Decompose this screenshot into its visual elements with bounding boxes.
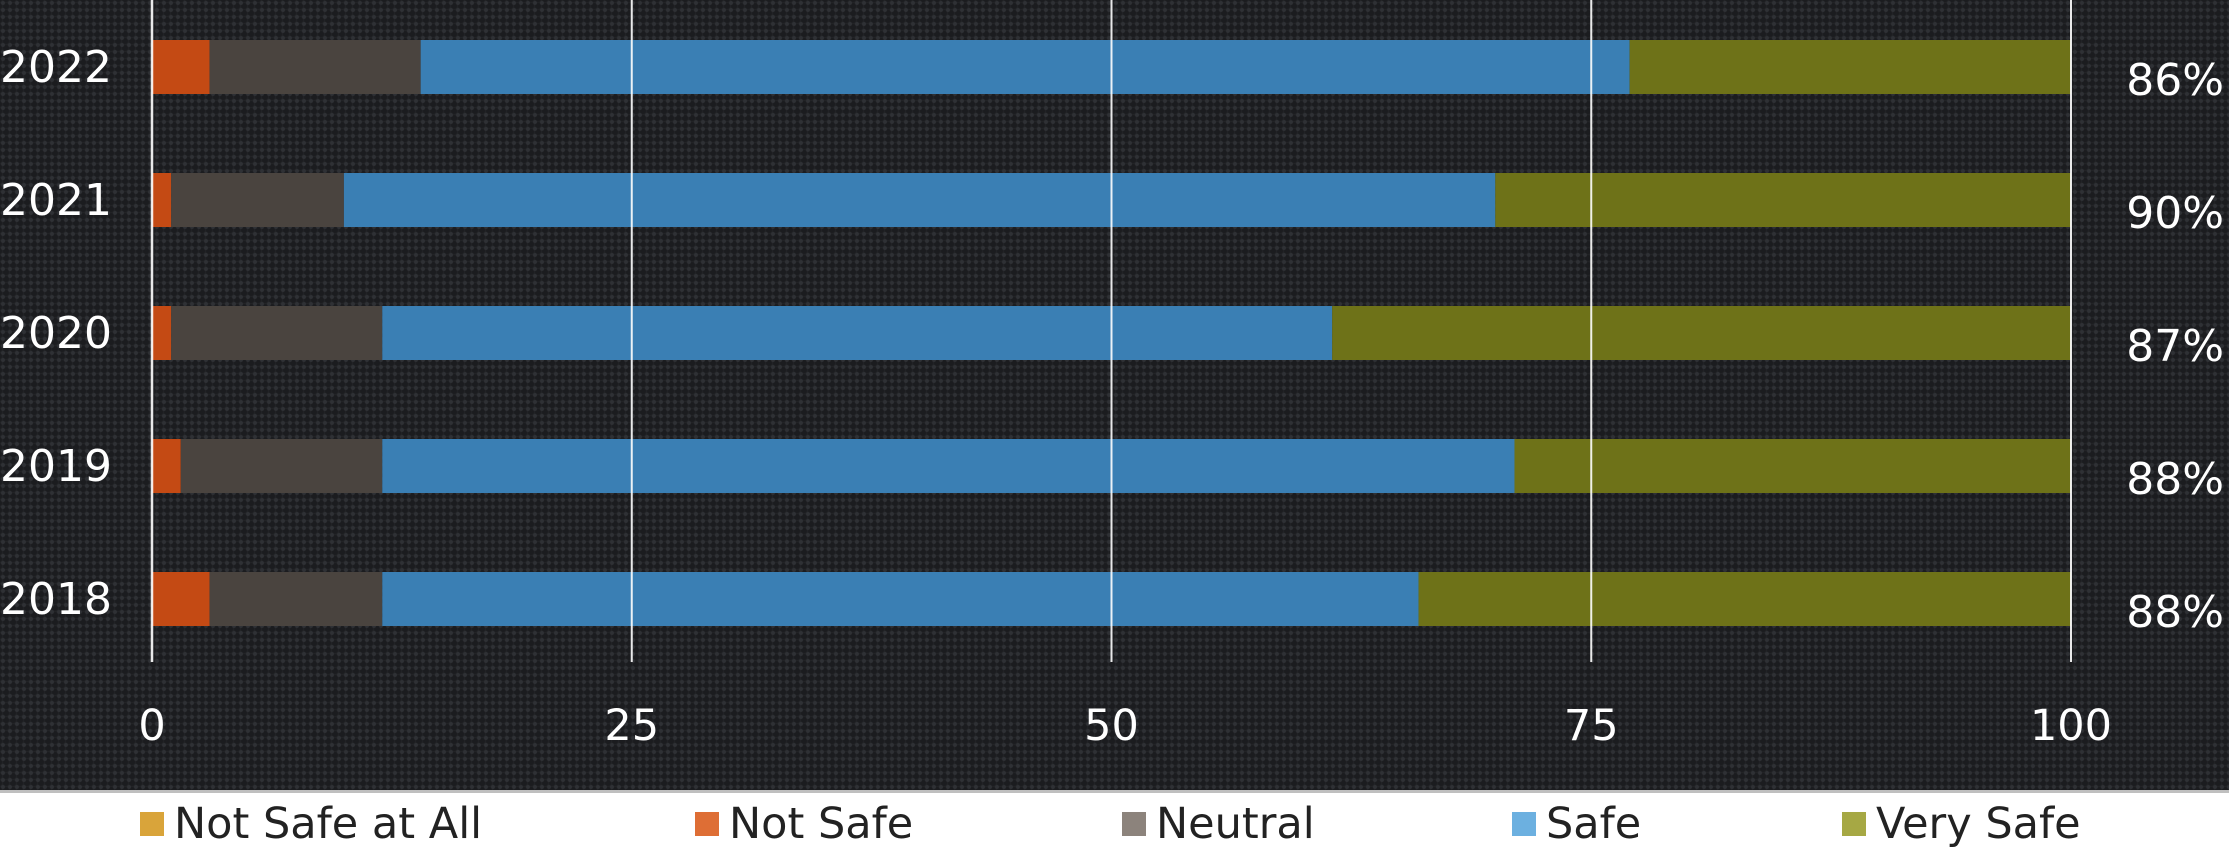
legend-swatch-not-safe-at-all: [140, 812, 164, 836]
legend-label-not-safe: Not Safe: [729, 799, 914, 849]
bar-2018-neutral: [209, 572, 383, 626]
y-category-label-2022: 2022: [0, 42, 112, 93]
x-tick-label-25: 25: [604, 701, 659, 751]
bar-2018-safe: [382, 572, 1419, 626]
bar-2020-safe: [382, 306, 1333, 360]
bar-2022-safe: [420, 40, 1630, 94]
bar-2018-not-safe: [152, 572, 210, 626]
x-tick-label-100: 100: [2030, 701, 2112, 751]
bar-2021-very-safe: [1495, 173, 2071, 227]
legend: Not Safe at All Not Safe Neutral Safe Ve…: [0, 790, 2229, 851]
bar-2022-neutral: [209, 40, 421, 94]
legend-item-not-safe: Not Safe: [695, 799, 913, 849]
y-category-label-2019: 2019: [0, 441, 112, 492]
bar-2022-not-safe: [152, 40, 210, 94]
bar-2019-safe: [382, 439, 1515, 493]
legend-swatch-not-safe: [695, 812, 719, 836]
chart-area: 0 25 50 75 100 2022 2021 2020 2019 2018 86% 90% 87% 8…: [0, 0, 2224, 751]
legend-item-very-safe: Very Safe: [1842, 799, 2081, 849]
bar-2020-not-safe: [152, 306, 172, 360]
legend-item-not-safe-at-all: Not Safe at All: [140, 799, 482, 849]
percent-label-2018: 88%: [2126, 587, 2224, 638]
legend-swatch-very-safe: [1842, 812, 1866, 836]
bar-2019-neutral: [180, 439, 383, 493]
percent-label-2021: 90%: [2126, 188, 2224, 239]
bar-2019-not-safe: [152, 439, 181, 493]
bar-2021-not-safe: [152, 173, 172, 227]
percent-label-2020: 87%: [2126, 321, 2224, 372]
percent-label-2019: 88%: [2126, 454, 2224, 505]
percent-label-2022: 86%: [2126, 55, 2224, 106]
legend-swatch-safe: [1512, 812, 1536, 836]
x-tick-label-50: 50: [1084, 701, 1139, 751]
bar-2020-neutral: [171, 306, 383, 360]
bar-2021-safe: [343, 173, 1496, 227]
y-category-label-2021: 2021: [0, 175, 112, 226]
x-tick-label-0: 0: [138, 701, 165, 751]
legend-item-safe: Safe: [1512, 799, 1641, 849]
bar-2022-very-safe: [1629, 40, 2071, 94]
bar-2019-very-safe: [1514, 439, 2071, 493]
bar-2021-neutral: [171, 173, 344, 227]
bar-2018-very-safe: [1418, 572, 2071, 626]
legend-label-very-safe: Very Safe: [1876, 799, 2081, 849]
legend-label-not-safe-at-all: Not Safe at All: [174, 799, 483, 849]
legend-swatch-neutral: [1122, 812, 1146, 836]
y-category-label-2020: 2020: [0, 308, 112, 359]
bar-2020-very-safe: [1332, 306, 2071, 360]
x-tick-label-75: 75: [1564, 701, 1619, 751]
y-category-label-2018: 2018: [0, 574, 112, 625]
legend-label-safe: Safe: [1546, 799, 1642, 849]
stacked-bar-chart: 0 25 50 75 100 2022 2021 2020 2019 2018 86% 90% 87% 8…: [0, 0, 2224, 751]
legend-label-neutral: Neutral: [1156, 799, 1315, 849]
legend-item-neutral: Neutral: [1122, 799, 1315, 849]
